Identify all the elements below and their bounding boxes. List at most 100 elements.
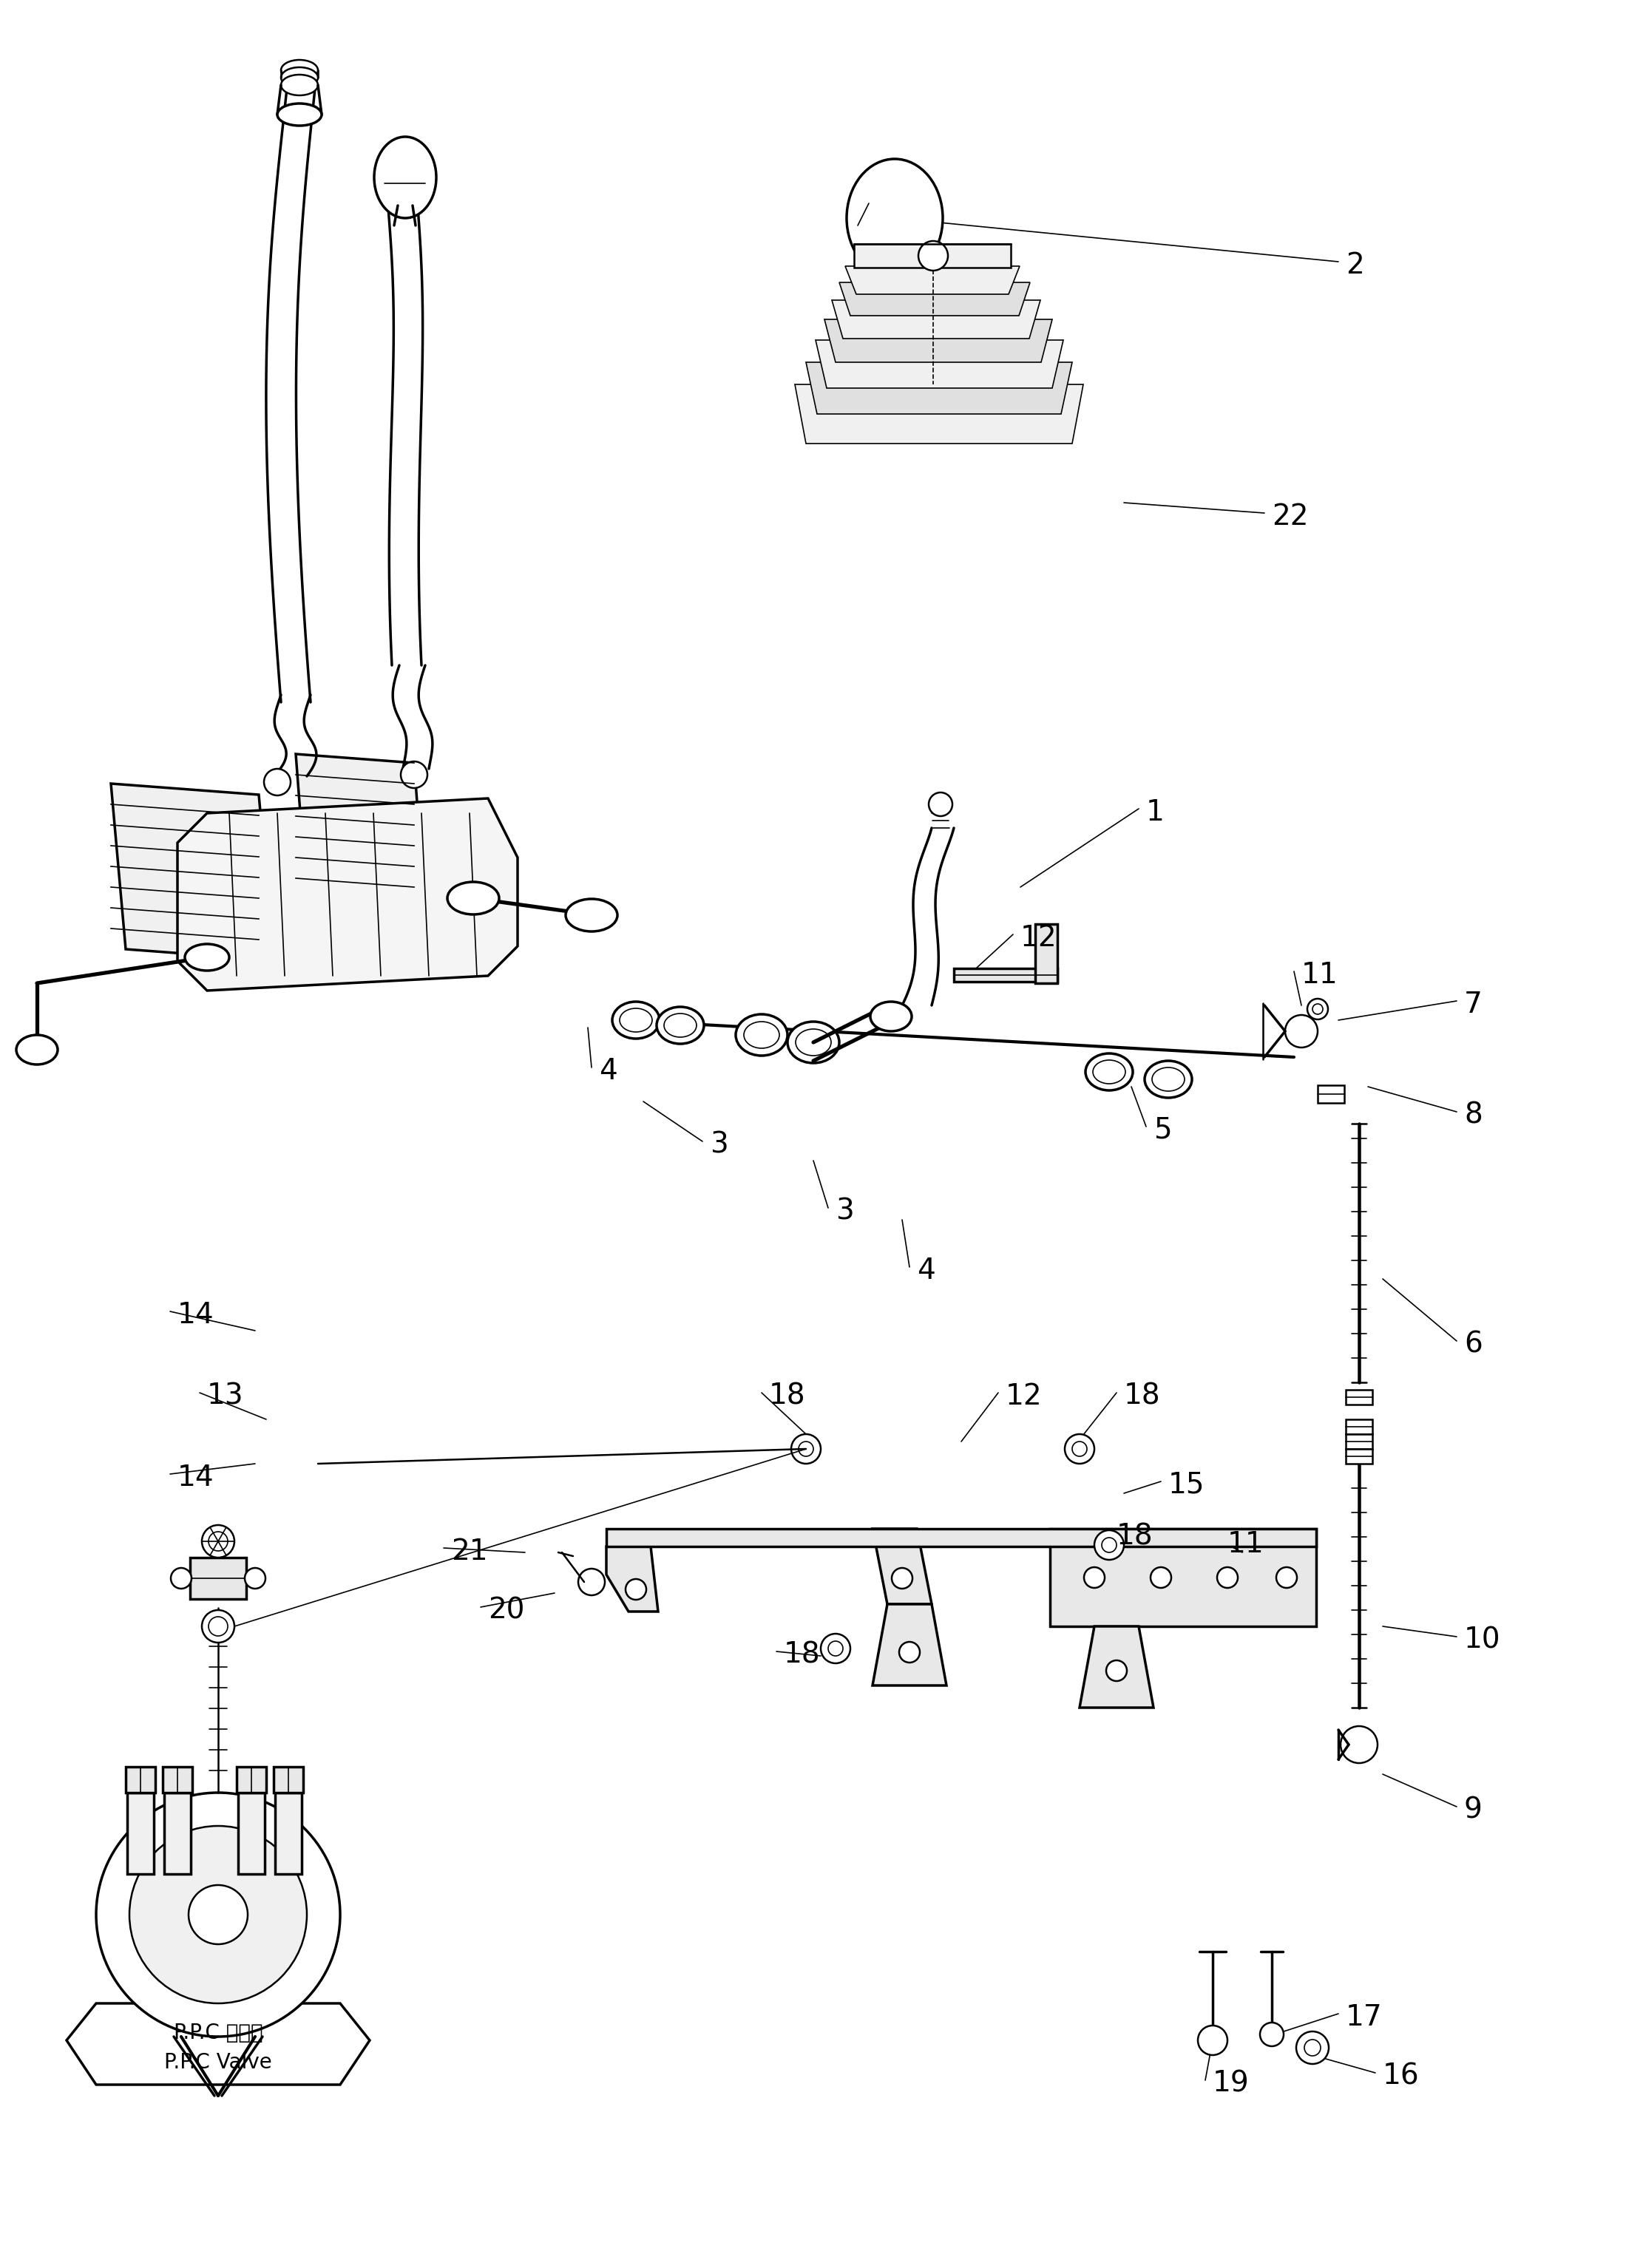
Polygon shape [67, 2003, 370, 2084]
Circle shape [265, 769, 291, 796]
Ellipse shape [613, 1002, 659, 1039]
Circle shape [1084, 1567, 1104, 1588]
Ellipse shape [744, 1021, 779, 1048]
Bar [1318, 1084, 1344, 1102]
Text: 20: 20 [488, 1597, 524, 1624]
Ellipse shape [1145, 1061, 1191, 1098]
Circle shape [1198, 2025, 1227, 2055]
Polygon shape [112, 785, 274, 959]
Circle shape [209, 1531, 228, 1551]
Text: 1: 1 [1147, 798, 1165, 826]
Ellipse shape [1086, 1052, 1132, 1091]
Circle shape [1285, 1016, 1318, 1048]
Ellipse shape [278, 104, 322, 125]
Text: P.P.C Valve: P.P.C Valve [164, 2053, 273, 2073]
Circle shape [1106, 1660, 1127, 1681]
Circle shape [1073, 1442, 1088, 1456]
Text: 4: 4 [600, 1057, 618, 1084]
Polygon shape [177, 798, 518, 991]
Text: 15: 15 [1168, 1472, 1204, 1499]
Circle shape [918, 240, 948, 270]
Circle shape [1341, 1726, 1377, 1762]
Text: P.P.C バルブ: P.P.C バルブ [174, 2023, 263, 2043]
Circle shape [209, 1617, 228, 1635]
Text: 14: 14 [177, 1463, 214, 1492]
Bar [1346, 1449, 1372, 1463]
Bar [1035, 923, 1058, 984]
Ellipse shape [565, 898, 618, 932]
Text: 12: 12 [1020, 923, 1056, 953]
Ellipse shape [375, 136, 437, 218]
Text: 18: 18 [1117, 1522, 1153, 1551]
Bar [237, 1767, 266, 1792]
Polygon shape [872, 1529, 932, 1603]
Circle shape [792, 1433, 822, 1463]
Polygon shape [825, 320, 1052, 363]
Circle shape [202, 1524, 235, 1558]
Text: 21: 21 [452, 1538, 488, 1565]
Ellipse shape [1093, 1059, 1125, 1084]
Ellipse shape [736, 1014, 787, 1055]
Bar [238, 1792, 265, 1873]
Ellipse shape [281, 68, 319, 88]
Bar [955, 968, 1058, 982]
Circle shape [97, 1792, 340, 2037]
Circle shape [892, 1567, 912, 1588]
Circle shape [245, 1567, 266, 1588]
Bar [274, 1767, 304, 1792]
Circle shape [626, 1579, 646, 1599]
Ellipse shape [657, 1007, 703, 1043]
Polygon shape [606, 1547, 659, 1613]
Text: 17: 17 [1346, 2003, 1382, 2032]
Circle shape [899, 1642, 920, 1662]
Circle shape [1277, 1567, 1296, 1588]
Circle shape [1313, 1005, 1323, 1014]
Text: 11: 11 [1301, 962, 1337, 989]
Ellipse shape [619, 1009, 652, 1032]
Text: 12: 12 [1006, 1383, 1042, 1411]
Polygon shape [807, 363, 1073, 415]
Text: 3: 3 [710, 1132, 728, 1159]
Polygon shape [831, 299, 1040, 338]
Circle shape [928, 792, 953, 816]
Bar [163, 1767, 192, 1792]
Circle shape [822, 1633, 851, 1662]
Bar [127, 1792, 154, 1873]
Circle shape [130, 1826, 307, 2003]
Bar [1346, 1433, 1372, 1449]
Circle shape [1217, 1567, 1237, 1588]
Text: 2: 2 [1346, 252, 1364, 279]
Text: 22: 22 [1272, 503, 1308, 531]
Text: 3: 3 [836, 1198, 854, 1225]
Bar [127, 1767, 156, 1792]
Circle shape [1102, 1538, 1117, 1551]
Ellipse shape [1152, 1068, 1185, 1091]
Ellipse shape [281, 75, 319, 95]
Circle shape [578, 1569, 605, 1594]
Bar [854, 245, 1010, 268]
Circle shape [1260, 2023, 1283, 2046]
Polygon shape [795, 383, 1083, 445]
Text: 5: 5 [1153, 1116, 1171, 1145]
Bar [1346, 1420, 1372, 1433]
Polygon shape [296, 753, 426, 907]
Circle shape [828, 1642, 843, 1656]
Text: 6: 6 [1464, 1331, 1482, 1359]
Polygon shape [815, 340, 1063, 388]
Ellipse shape [16, 1034, 58, 1064]
Bar [1346, 1390, 1372, 1404]
Ellipse shape [281, 59, 319, 82]
Polygon shape [845, 265, 1020, 295]
Circle shape [1094, 1531, 1124, 1560]
Circle shape [1150, 1567, 1171, 1588]
Text: 7: 7 [1464, 991, 1482, 1018]
Bar [274, 1792, 302, 1873]
Text: 16: 16 [1383, 2062, 1420, 2091]
Polygon shape [872, 1603, 946, 1685]
Bar [164, 1792, 191, 1873]
Circle shape [189, 1885, 248, 1944]
Text: 14: 14 [177, 1302, 214, 1329]
Text: 18: 18 [784, 1642, 820, 1669]
Text: 18: 18 [1124, 1383, 1160, 1411]
Text: 19: 19 [1213, 2071, 1249, 2098]
